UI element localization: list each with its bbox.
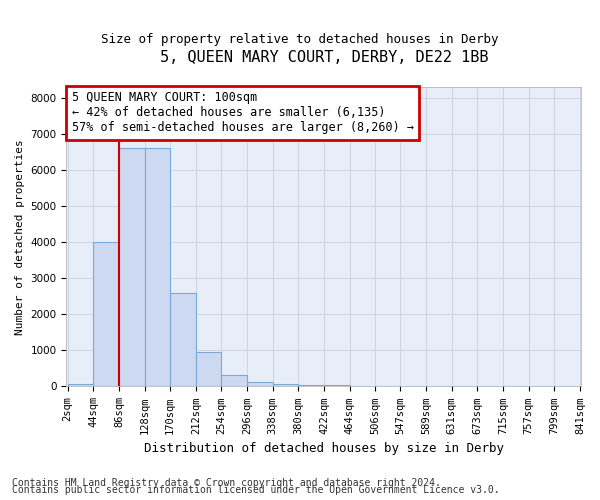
Text: Size of property relative to detached houses in Derby: Size of property relative to detached ho… [101, 32, 499, 46]
Bar [170, 292, 196, 386]
Bar [221, 376, 247, 386]
Text: 5 QUEEN MARY COURT: 100sqm
← 42% of detached houses are smaller (6,135)
57% of s: 5 QUEEN MARY COURT: 100sqm ← 42% of deta… [71, 92, 413, 134]
Bar [273, 384, 298, 386]
Bar [93, 242, 119, 386]
Text: Contains HM Land Registry data © Crown copyright and database right 2024.: Contains HM Land Registry data © Crown c… [12, 478, 441, 488]
Text: Contains public sector information licensed under the Open Government Licence v3: Contains public sector information licen… [12, 485, 500, 495]
Title: 5, QUEEN MARY COURT, DERBY, DE22 1BB: 5, QUEEN MARY COURT, DERBY, DE22 1BB [160, 50, 488, 65]
Bar [196, 352, 221, 386]
Bar [68, 384, 93, 386]
Bar [298, 384, 324, 386]
Bar [119, 148, 145, 386]
Bar [145, 148, 170, 386]
Bar [247, 382, 273, 386]
Y-axis label: Number of detached properties: Number of detached properties [15, 139, 25, 334]
X-axis label: Distribution of detached houses by size in Derby: Distribution of detached houses by size … [144, 442, 504, 455]
